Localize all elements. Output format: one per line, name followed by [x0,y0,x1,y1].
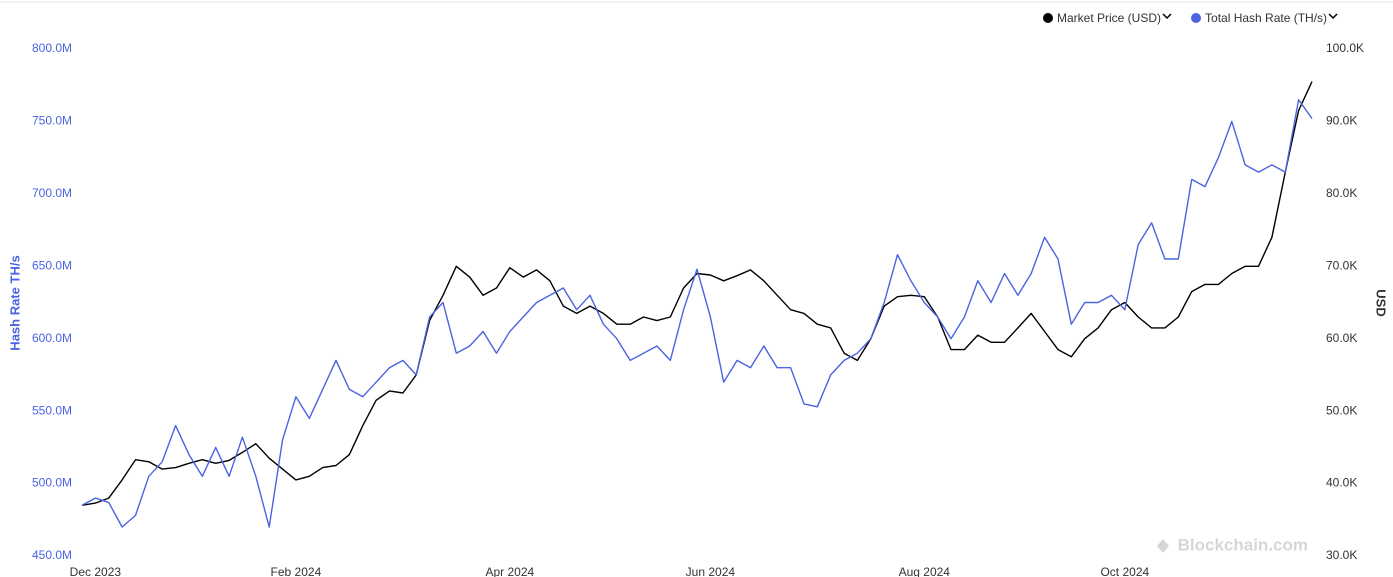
y2-tick-label: 60.0K [1326,331,1357,345]
legend-chevron[interactable] [1328,13,1338,20]
watermark: Blockchain.com [1178,535,1308,554]
y-axis-title: Hash Rate TH/s [7,255,22,350]
y-tick-label: 450.0M [32,548,72,562]
y-tick-label: 800.0M [32,41,72,55]
y2-tick-label: 90.0K [1326,114,1357,128]
legend-chevron[interactable] [1162,13,1172,20]
watermark-logo [1157,539,1169,553]
y2-tick-label: 80.0K [1326,186,1357,200]
y2-tick-label: 70.0K [1326,258,1357,272]
y-tick-label: 750.0M [32,114,72,128]
legend-label[interactable]: Market Price (USD) [1057,11,1161,25]
legend-marker[interactable] [1191,13,1202,23]
legend-marker[interactable] [1043,13,1053,23]
y-tick-label: 650.0M [32,258,72,272]
y2-axis-title: USD [1374,289,1389,316]
y-tick-label: 550.0M [32,403,72,417]
y2-tick-label: 50.0K [1326,403,1357,417]
data-line [81,99,1313,528]
y2-tick-label: 40.0K [1326,476,1357,490]
x-tick-label: Aug 2024 [899,565,951,577]
y2-tick-label: 100.0K [1326,41,1364,55]
x-tick-label: Jun 2024 [686,565,736,577]
x-tick-label: Dec 2023 [70,565,122,577]
data-line [81,81,1313,506]
x-tick-label: Apr 2024 [485,565,534,577]
y-tick-label: 500.0M [32,476,72,490]
y-tick-label: 700.0M [32,186,72,200]
legend-label[interactable]: Total Hash Rate (TH/s) [1205,11,1327,25]
y2-tick-label: 30.0K [1326,548,1357,562]
x-tick-label: Feb 2024 [271,565,322,577]
x-tick-label: Oct 2024 [1100,565,1149,577]
y-tick-label: 600.0M [32,331,72,345]
